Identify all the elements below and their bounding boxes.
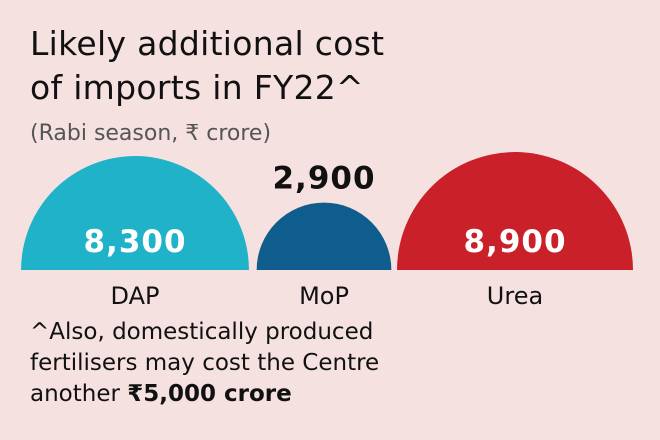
- chart-title: Likely additional cost of imports in FY2…: [30, 22, 384, 110]
- value-label-mop: 2,900: [272, 161, 375, 197]
- footnote-line-1: ^Also, domestically produced: [30, 319, 374, 345]
- category-label-mop: MoP: [299, 282, 349, 310]
- category-label-dap: DAP: [111, 282, 160, 310]
- footnote-amount: ₹5,000 crore: [127, 381, 292, 407]
- title-line-2: of imports in FY22^: [30, 68, 364, 107]
- title-line-1: Likely additional cost: [30, 24, 385, 63]
- category-label-urea: Urea: [487, 282, 543, 310]
- footnote: ^Also, domestically produced fertilisers…: [30, 317, 640, 410]
- footnote-line-3: another ₹5,000 crore: [30, 379, 640, 410]
- value-label-dap: 8,300: [83, 224, 186, 260]
- footnote-line-3-prefix: another: [30, 381, 128, 407]
- semicircle-dap: [21, 156, 249, 270]
- footnote-line-2: fertilisers may cost the Centre: [30, 350, 380, 376]
- chart-subtitle: (Rabi season, ₹ crore): [30, 121, 272, 146]
- semicircle-urea: [397, 152, 633, 270]
- semicircle-mop: [256, 202, 392, 270]
- value-label-urea: 8,900: [463, 224, 566, 260]
